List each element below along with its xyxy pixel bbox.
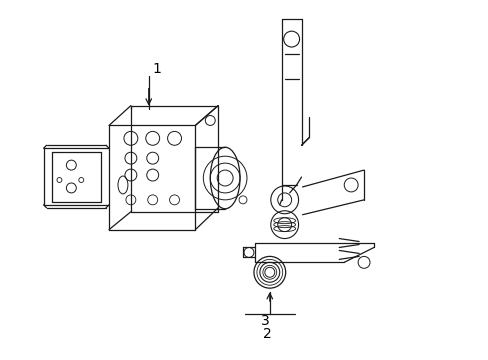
Text: 3: 3 xyxy=(260,314,269,328)
Text: 2: 2 xyxy=(263,327,272,341)
Text: 1: 1 xyxy=(152,62,161,76)
